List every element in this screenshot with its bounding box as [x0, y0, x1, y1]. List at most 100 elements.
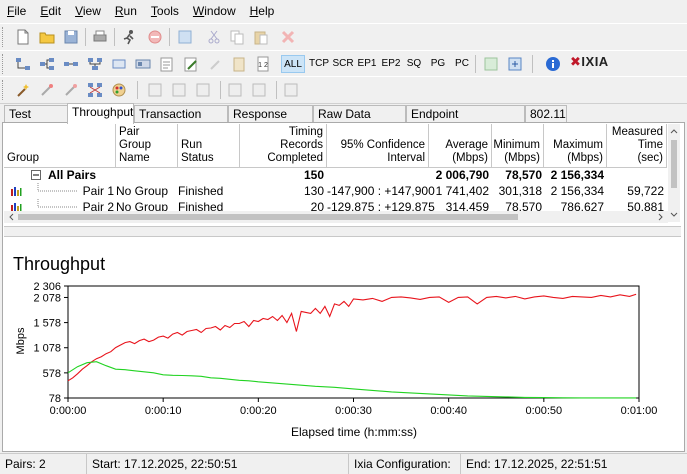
copy-icon[interactable] — [228, 28, 246, 46]
scroll-down-icon[interactable] — [668, 210, 680, 220]
table-row-all-pairs[interactable]: All Pairs 150 2 006,790 78,570 2 156,334 — [4, 167, 668, 183]
column-header-confidence[interactable]: 95% Confidence Interval — [327, 124, 429, 168]
palette-icon[interactable] — [110, 81, 128, 99]
column-header-maximum[interactable]: Maximum (Mbps) — [544, 124, 607, 168]
expand-icon[interactable] — [146, 81, 164, 99]
check-icon[interactable] — [194, 81, 212, 99]
splitter[interactable] — [4, 226, 681, 237]
stop-icon[interactable] — [146, 28, 164, 46]
run-icon[interactable] — [120, 28, 138, 46]
tree-line — [37, 199, 78, 208]
add-group-icon[interactable] — [62, 55, 80, 73]
toolbar-grip — [2, 80, 6, 100]
scroll-thumb[interactable] — [671, 140, 677, 188]
filter-ep2-button[interactable]: EP2 — [381, 58, 401, 69]
add-pair-icon[interactable] — [14, 55, 32, 73]
status-start: Start: 17.12.2025, 22:50:51 — [87, 454, 349, 474]
edit-script-icon[interactable] — [182, 55, 200, 73]
disabled-edit-icon[interactable] — [206, 55, 224, 73]
column-header-minimum[interactable]: Minimum (Mbps) — [492, 124, 544, 168]
network-icon[interactable] — [86, 55, 104, 73]
refresh-icon[interactable] — [176, 28, 194, 46]
tab-throughput[interactable]: Throughput — [67, 103, 134, 124]
scroll-right-icon[interactable] — [656, 211, 666, 223]
delete-icon[interactable] — [279, 28, 297, 46]
tab-response-time[interactable]: Response Time — [228, 105, 313, 138]
tab-test-setup[interactable]: Test Setup — [4, 105, 68, 138]
column-header-timing-records[interactable]: Timing Records Completed — [240, 124, 327, 168]
menu-view[interactable]: View — [75, 4, 101, 18]
y-tick-label: 1 578 — [33, 318, 61, 330]
numbered-icon[interactable]: 1 2 — [254, 55, 272, 73]
measured-time-value: 50,881 — [627, 200, 664, 214]
menu-file[interactable]: File — [7, 4, 27, 18]
options-icon[interactable] — [282, 81, 300, 99]
confidence-value: -129,875 : +129,875 — [327, 200, 435, 214]
tool-icon[interactable] — [38, 81, 56, 99]
add-multicast-icon[interactable] — [38, 55, 56, 73]
x-tick-label: 0:00:20 — [240, 405, 277, 417]
column-header-pair-group-name[interactable]: Pair Group Name — [116, 124, 178, 168]
filter-sq-button[interactable]: SQ — [406, 58, 422, 69]
edit-pair-icon[interactable] — [110, 55, 128, 73]
confidence-value: -147,900 : +147,900 — [327, 184, 435, 198]
tab-transaction-rate[interactable]: Transaction Rate — [134, 105, 228, 138]
column-header-run-status[interactable]: Run Status — [178, 124, 240, 168]
table-horizontal-scrollbar[interactable] — [4, 211, 668, 223]
collapse-tree-icon[interactable] — [31, 170, 41, 180]
collapse-icon[interactable] — [170, 81, 188, 99]
endpoint-icon[interactable] — [134, 55, 152, 73]
tab-endpoint-configuration[interactable]: Endpoint Configuration — [406, 105, 525, 138]
filter-all-button[interactable]: ALL — [281, 55, 305, 73]
cut-icon[interactable] — [205, 28, 223, 46]
chart-bars-icon — [11, 187, 22, 196]
scroll-left-icon[interactable] — [6, 211, 16, 223]
status-pairs: Pairs: 2 — [0, 454, 87, 474]
menu-run[interactable]: Run — [114, 4, 137, 18]
chart-title: Throughput — [13, 254, 105, 274]
open-folder-icon[interactable] — [38, 28, 56, 46]
clipboard-icon[interactable] — [230, 55, 248, 73]
table-vertical-scrollbar[interactable] — [668, 124, 680, 222]
menu-help[interactable]: Help — [249, 4, 275, 18]
layout-icon[interactable] — [226, 81, 244, 99]
print-icon[interactable] — [91, 28, 109, 46]
column-header-average[interactable]: Average (Mbps) — [429, 124, 492, 168]
wizard-icon[interactable] — [14, 81, 32, 99]
new-file-icon[interactable] — [14, 28, 32, 46]
tool2-icon[interactable] — [62, 81, 80, 99]
save-icon[interactable] — [62, 28, 80, 46]
scroll-thumb[interactable] — [18, 214, 518, 220]
filter-pg-button[interactable]: PG — [430, 58, 446, 69]
filter-ep1-button[interactable]: EP1 — [357, 58, 377, 69]
y-tick-label: 2 078 — [33, 292, 61, 304]
filter-pc-button[interactable]: PC — [455, 58, 469, 69]
x-tick-label: 0:01:00 — [621, 405, 658, 417]
scroll-up-icon[interactable] — [668, 126, 680, 136]
records-value: 130 — [303, 184, 324, 198]
filter-scr-button[interactable]: SCR — [332, 58, 354, 69]
records-value: 150 — [303, 168, 324, 182]
filter-tcp-button[interactable]: TCP — [309, 58, 329, 69]
menu-window[interactable]: Window — [192, 4, 236, 18]
column-header-measured-time[interactable]: Measured Time (sec) — [607, 124, 667, 168]
network-map-icon[interactable] — [86, 81, 104, 99]
info-icon[interactable] — [544, 55, 562, 73]
tab-802-11[interactable]: 802.11 — [525, 105, 567, 123]
export-icon[interactable] — [482, 55, 500, 73]
series-line-pair-1 — [67, 293, 637, 382]
plot-area — [67, 285, 640, 399]
import-icon[interactable] — [506, 55, 524, 73]
table-row[interactable]: Pair 1 No Group Finished 130 -147,900 : … — [4, 183, 668, 199]
paste-icon[interactable] — [252, 28, 270, 46]
measured-time-value: 59,722 — [627, 184, 664, 198]
menu-edit[interactable]: Edit — [40, 4, 62, 18]
table-row[interactable]: Pair 2 No Group Finished 20 -129,875 : +… — [4, 199, 668, 215]
tab-raw-data-totals[interactable]: Raw Data Totals — [313, 105, 406, 138]
layout2-icon[interactable] — [250, 81, 268, 99]
script-icon[interactable] — [158, 55, 176, 73]
maximum-value: 2 156,334 — [550, 184, 604, 198]
menu-tools[interactable]: Tools — [150, 4, 179, 18]
column-header-group[interactable]: Group — [4, 124, 116, 168]
chart-bars-icon — [11, 203, 22, 212]
